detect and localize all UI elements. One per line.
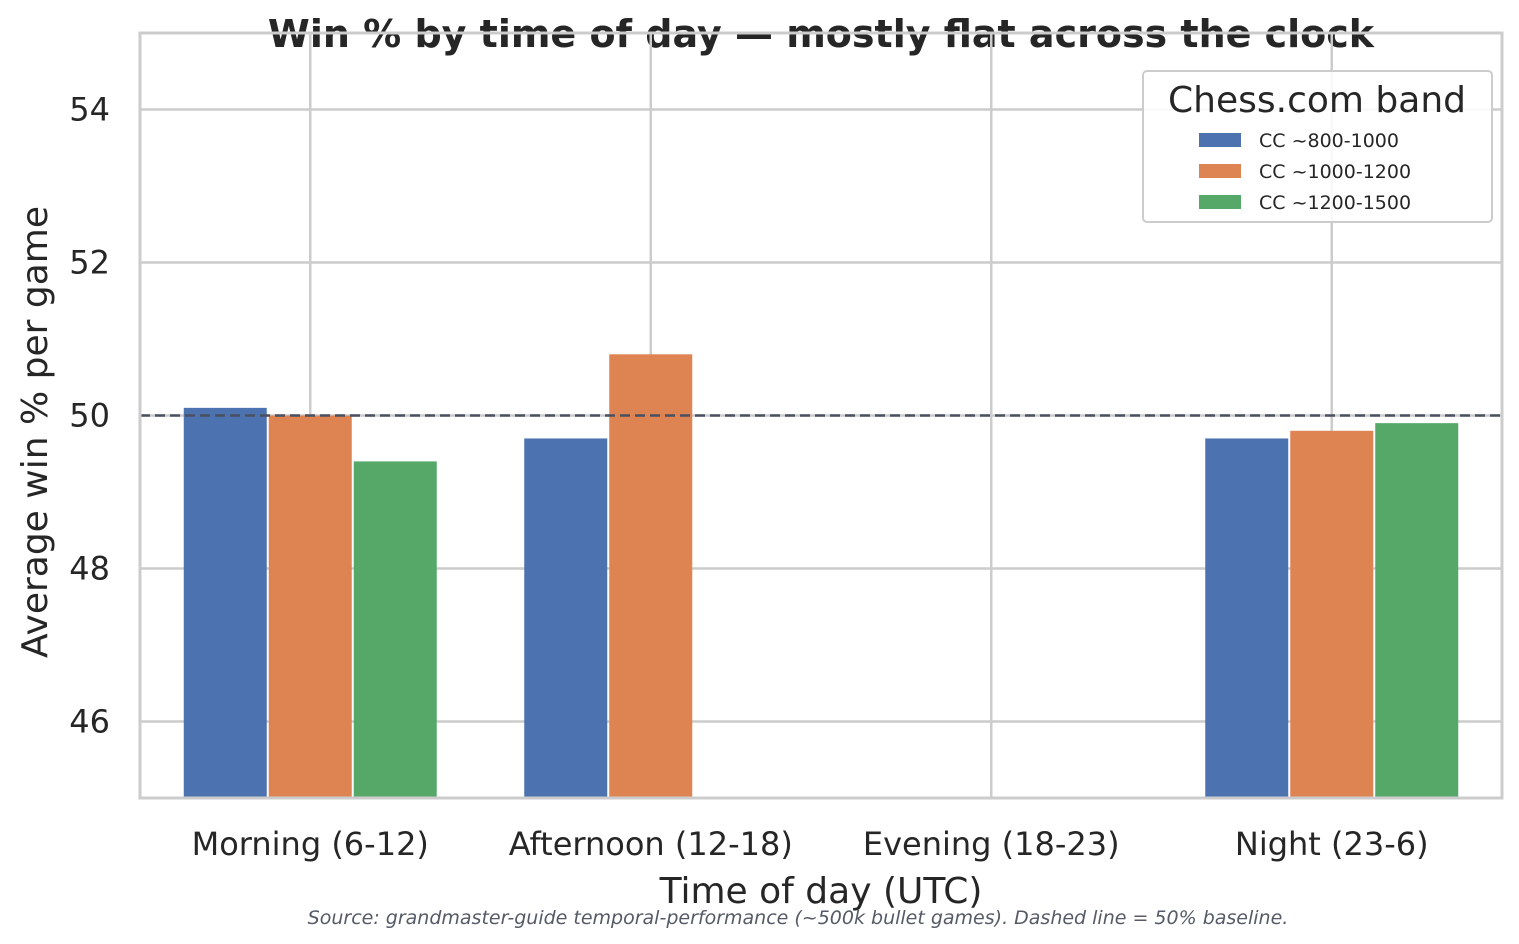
x-axis-label: Time of day (UTC)	[659, 871, 983, 912]
bar-s0-c1	[524, 438, 608, 798]
legend-title: Chess.com band	[1168, 80, 1466, 121]
y-tick-label-0: 46	[69, 703, 110, 741]
bar-s1-c1	[609, 354, 693, 798]
legend-label-2: CC ~1200-1500	[1259, 192, 1411, 214]
legend-label-1: CC ~1000-1200	[1259, 161, 1411, 183]
x-tick-label-3: Night (23-6)	[1235, 825, 1429, 863]
y-tick-label-3: 52	[69, 244, 110, 282]
bar-s1-c0	[268, 415, 352, 798]
x-tick-label-2: Evening (18-23)	[863, 825, 1120, 863]
source-note: Source: grandmaster-guide temporal-perfo…	[308, 907, 1289, 929]
bars	[183, 354, 1459, 798]
legend: Chess.com band CC ~800-1000 CC ~1000-1200…	[1142, 70, 1493, 223]
bar-s0-c3	[1205, 438, 1289, 798]
legend-label-0: CC ~800-1000	[1259, 130, 1399, 152]
plot-frame	[138, 31, 1504, 800]
legend-box	[1142, 70, 1493, 223]
bar-s2-c0	[353, 461, 437, 798]
legend-swatch-2	[1199, 195, 1241, 209]
bar-s0-c0	[183, 407, 267, 798]
y-tick-label-1: 48	[69, 550, 110, 588]
legend-swatch-1	[1199, 164, 1241, 178]
x-tick-label-0: Morning (6-12)	[192, 825, 429, 863]
y-tick-label-2: 50	[69, 397, 110, 435]
legend-items: CC ~800-1000 CC ~1000-1200 CC ~1200-1500	[1199, 130, 1411, 214]
x-tick-labels: Morning (6-12) Afternoon (12-18) Evening (…	[192, 825, 1429, 863]
y-tick-labels: 46 48 50 52 54	[69, 91, 110, 741]
x-tick-label-1: Afternoon (12-18)	[509, 825, 793, 863]
legend-swatch-0	[1199, 133, 1241, 147]
bar-s1-c3	[1290, 430, 1374, 798]
bar-s2-c3	[1375, 423, 1459, 798]
y-axis-label: Average win % per game	[15, 206, 56, 658]
y-tick-label-4: 54	[69, 91, 110, 129]
